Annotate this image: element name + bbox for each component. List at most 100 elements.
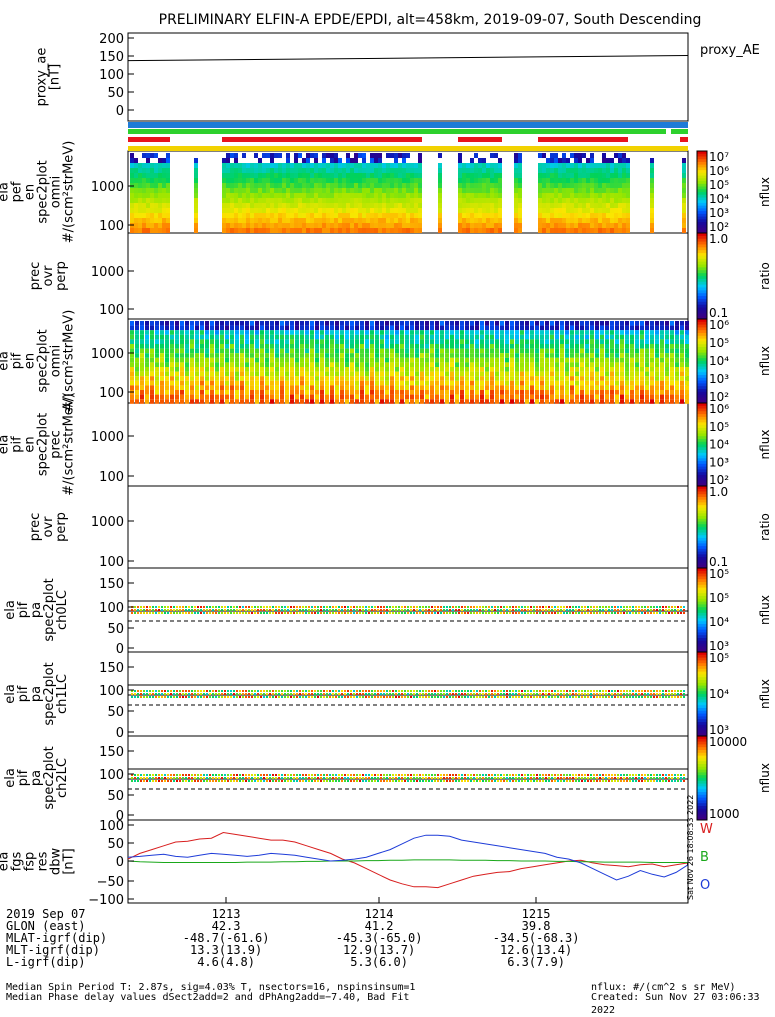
spectrogram-cell — [166, 168, 170, 173]
spectrogram-cell — [265, 381, 269, 386]
spectrogram-cell — [250, 381, 254, 386]
spectrogram-cell — [414, 218, 418, 223]
spectrogram-cell — [614, 218, 618, 223]
spectrogram-cell — [595, 381, 599, 386]
spectrogram-cell — [342, 193, 346, 198]
spectrogram-cell — [140, 353, 144, 358]
spectrogram-cell — [134, 213, 138, 218]
spectrogram-cell — [374, 173, 378, 178]
spectrogram-cell — [282, 188, 286, 193]
pa-cell — [554, 612, 556, 614]
spectrogram-cell — [310, 381, 314, 386]
spectrogram-cell — [335, 385, 339, 390]
spectrogram-cell — [350, 213, 354, 218]
spectrogram-cell — [542, 208, 546, 213]
spectrogram-cell — [302, 208, 306, 213]
spectrogram-cell — [410, 198, 414, 203]
spectrogram-cell — [226, 228, 230, 233]
spectrogram-cell — [345, 335, 349, 340]
spectrogram-cell — [514, 213, 518, 218]
spectrogram-cell — [310, 376, 314, 381]
spectrogram-cell — [550, 163, 554, 168]
spectrogram-cell — [322, 213, 326, 218]
spectrogram-cell — [370, 188, 374, 193]
spectrogram-cell — [535, 372, 539, 377]
spectrogram-cell — [498, 198, 502, 203]
spectrogram-cell — [554, 203, 558, 208]
spectrogram-cell — [180, 395, 184, 400]
pa-cell — [353, 774, 355, 776]
pa-cell — [665, 609, 667, 611]
spectrogram-cell — [558, 223, 562, 228]
spectrogram-cell — [565, 390, 569, 395]
pa-cell — [290, 696, 292, 698]
spectrogram-cell — [338, 178, 342, 183]
spectrogram-cell — [342, 213, 346, 218]
spectrogram-cell — [230, 163, 234, 168]
spectrogram-cell — [440, 353, 444, 358]
pa-cell — [251, 609, 253, 611]
spectrogram-cell — [395, 381, 399, 386]
spectrogram-cell — [260, 349, 264, 354]
spectrogram-cell — [474, 203, 478, 208]
spectrogram-cell — [335, 367, 339, 372]
spectrogram-cell — [290, 344, 294, 349]
spectrogram-cell — [166, 198, 170, 203]
spectrogram-cell — [630, 358, 634, 363]
spectrogram-cell — [582, 153, 586, 158]
pa-cell — [359, 609, 361, 611]
spectrogram-cell — [270, 228, 274, 233]
pa-cell — [245, 693, 247, 695]
pa-cell — [197, 690, 199, 692]
spectrogram-cell — [135, 376, 139, 381]
spectrogram-cell — [645, 339, 649, 344]
spectrogram-cell — [630, 385, 634, 390]
spectrogram-cell — [185, 339, 189, 344]
spectrogram-cell — [238, 198, 242, 203]
spectrogram-cell — [130, 208, 134, 213]
spectrogram-cell — [225, 335, 229, 340]
spectrogram-cell — [340, 326, 344, 331]
spectrogram-cell — [545, 395, 549, 400]
spectrogram-cell — [618, 198, 622, 203]
spectrogram-cell — [586, 158, 590, 163]
spectrogram-cell — [478, 228, 482, 233]
spectrogram-cell — [490, 208, 494, 213]
pa-cell — [134, 606, 136, 608]
spectrogram-cell — [135, 362, 139, 367]
pa-cell — [224, 606, 226, 608]
spectrogram-cell — [550, 344, 554, 349]
spectrogram-cell — [234, 198, 238, 203]
spectrogram-cell — [326, 163, 330, 168]
pa-cell — [584, 693, 586, 695]
spectrogram-cell — [222, 193, 226, 198]
spectrogram-cell — [318, 158, 322, 163]
pa-cell — [371, 609, 373, 611]
spectrogram-cell — [370, 321, 374, 326]
pa-cell — [368, 780, 370, 782]
spectrogram-cell — [160, 344, 164, 349]
spectrogram-cell — [645, 376, 649, 381]
spectrogram-cell — [255, 395, 259, 400]
spectrogram-cell — [455, 349, 459, 354]
spectrogram-cell — [554, 158, 558, 163]
spectrogram-cell — [490, 339, 494, 344]
spectrogram-cell — [370, 349, 374, 354]
spectrogram-cell — [375, 367, 379, 372]
spectrogram-cell — [500, 339, 504, 344]
pa-cell — [500, 690, 502, 692]
spectrogram-cell — [550, 395, 554, 400]
spectrogram-cell — [330, 330, 334, 335]
pa-cell — [653, 609, 655, 611]
pa-cell — [167, 780, 169, 782]
pa-cell — [239, 690, 241, 692]
spectrogram-cell — [555, 330, 559, 335]
pa-cell — [539, 609, 541, 611]
pa-cell — [458, 693, 460, 695]
spectrogram-cell — [310, 203, 314, 208]
spectrogram-cell — [475, 372, 479, 377]
spectrogram-cell — [566, 218, 570, 223]
spectrogram-cell — [142, 158, 146, 163]
spectrogram-cell — [302, 213, 306, 218]
spectrogram-cell — [365, 399, 369, 404]
